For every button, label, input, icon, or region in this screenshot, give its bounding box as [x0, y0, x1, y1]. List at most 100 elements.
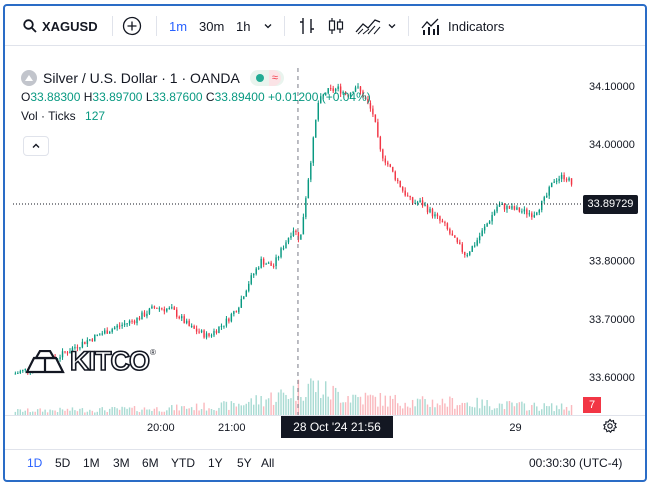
close-label: C [205, 90, 215, 104]
volume-bar [501, 403, 503, 415]
range-toolbar [5, 449, 645, 479]
volume-bar [302, 400, 305, 415]
volume-bar [190, 407, 193, 415]
range-1m[interactable]: 1M [83, 456, 100, 470]
candle [64, 351, 66, 353]
interval-30m[interactable]: 30m [199, 14, 224, 38]
volume-bar [401, 408, 404, 415]
range-5d[interactable]: 5D [55, 456, 71, 470]
candlestick-button[interactable] [326, 14, 346, 38]
candle [272, 265, 275, 267]
volume-bar [69, 410, 71, 415]
volume-bar [473, 407, 476, 415]
candle [332, 88, 334, 92]
volume-bar [260, 396, 262, 415]
volume-bar [230, 401, 233, 415]
volume-bar [516, 403, 518, 415]
volume-bar [116, 408, 118, 415]
range-1y[interactable]: 1Y [208, 456, 223, 470]
volume-bar [555, 405, 558, 415]
candle [233, 311, 235, 315]
volume-bar [553, 411, 555, 415]
range-6m[interactable]: 6M [142, 456, 159, 470]
volume-bar [49, 409, 51, 415]
candle [320, 96, 322, 103]
candle [148, 308, 151, 314]
collapse-legend-button[interactable] [23, 136, 49, 156]
y-tick-label: 33.80000 [589, 256, 635, 268]
area-chart-button[interactable] [355, 14, 381, 38]
range-all[interactable]: All [261, 456, 275, 470]
volume-bar [54, 410, 56, 415]
volume-bar [528, 410, 531, 415]
candle [79, 347, 81, 349]
interval-1h[interactable]: 1h [236, 14, 250, 38]
volume-bar [349, 402, 352, 415]
volume-bar [434, 407, 436, 415]
candle [481, 230, 483, 237]
volume-bar [491, 409, 493, 415]
volume-bar [195, 403, 198, 415]
market-status-badge[interactable]: ≈ [249, 70, 284, 86]
volume-value: 127 [85, 109, 106, 123]
volume-bar [131, 407, 133, 415]
candle [565, 179, 568, 181]
interval-dropdown[interactable] [263, 14, 273, 38]
candle [225, 318, 228, 326]
volume-bar [469, 406, 471, 415]
volume-bar [459, 404, 461, 415]
compare-symbol-button[interactable] [122, 14, 142, 38]
volume-bar [344, 402, 347, 415]
volume-bar [486, 399, 488, 415]
bar-chart-button[interactable] [298, 14, 316, 38]
range-5y[interactable]: 5Y [237, 456, 252, 470]
y-tick-label: 34.10000 [589, 81, 635, 93]
interval-label: 1h [236, 18, 251, 34]
candle [513, 206, 516, 210]
volume-bar [307, 383, 310, 415]
symbol-search[interactable]: XAGUSD [23, 14, 98, 38]
candle [374, 114, 377, 123]
candle [156, 307, 158, 309]
chart-widget: XAGUSD 1m 30m 1h Indicators 3 [3, 4, 647, 482]
chart-type-dropdown[interactable] [387, 14, 397, 38]
candle [123, 323, 126, 325]
candle [384, 158, 387, 163]
volume-bar [444, 403, 446, 415]
candle [208, 333, 210, 336]
volume-bar [34, 411, 36, 415]
legend-title: Silver / U.S. Dollar · 1 · OANDA [43, 70, 240, 86]
volume-bar [126, 408, 128, 415]
candle [138, 317, 141, 320]
range-1d[interactable]: 1D [27, 456, 43, 470]
divider [156, 16, 157, 36]
volume-bar [287, 398, 290, 415]
range-ytd[interactable]: YTD [171, 456, 195, 470]
indicators-button[interactable]: Indicators [421, 14, 504, 38]
volume-bar [292, 385, 295, 415]
volume-bar [106, 411, 108, 415]
volume-bar [414, 406, 416, 415]
chart-settings-button[interactable] [602, 418, 618, 439]
candle [307, 179, 310, 199]
volume-bar [243, 405, 245, 415]
indicators-label: Indicators [448, 18, 505, 34]
interval-1m[interactable]: 1m [169, 14, 187, 38]
volume-bar [481, 399, 483, 415]
volume-bar [22, 411, 24, 415]
volume-bar [36, 409, 39, 415]
crosshair-time-label: 28 Oct '24 21:56 [281, 416, 393, 438]
candle [128, 320, 131, 324]
volume-bar [79, 408, 81, 415]
candle [89, 339, 91, 341]
volume-bar [563, 409, 565, 415]
volume-bar [416, 398, 419, 415]
candle [171, 307, 173, 309]
registered-mark: ® [150, 348, 156, 357]
volume-bar [51, 410, 54, 415]
range-3m[interactable]: 3M [113, 456, 130, 470]
clock-timezone[interactable]: 00:30:30 (UTC-4) [529, 456, 623, 470]
volume-bar [238, 403, 240, 415]
candle [560, 174, 563, 179]
volume-bar [508, 400, 511, 415]
